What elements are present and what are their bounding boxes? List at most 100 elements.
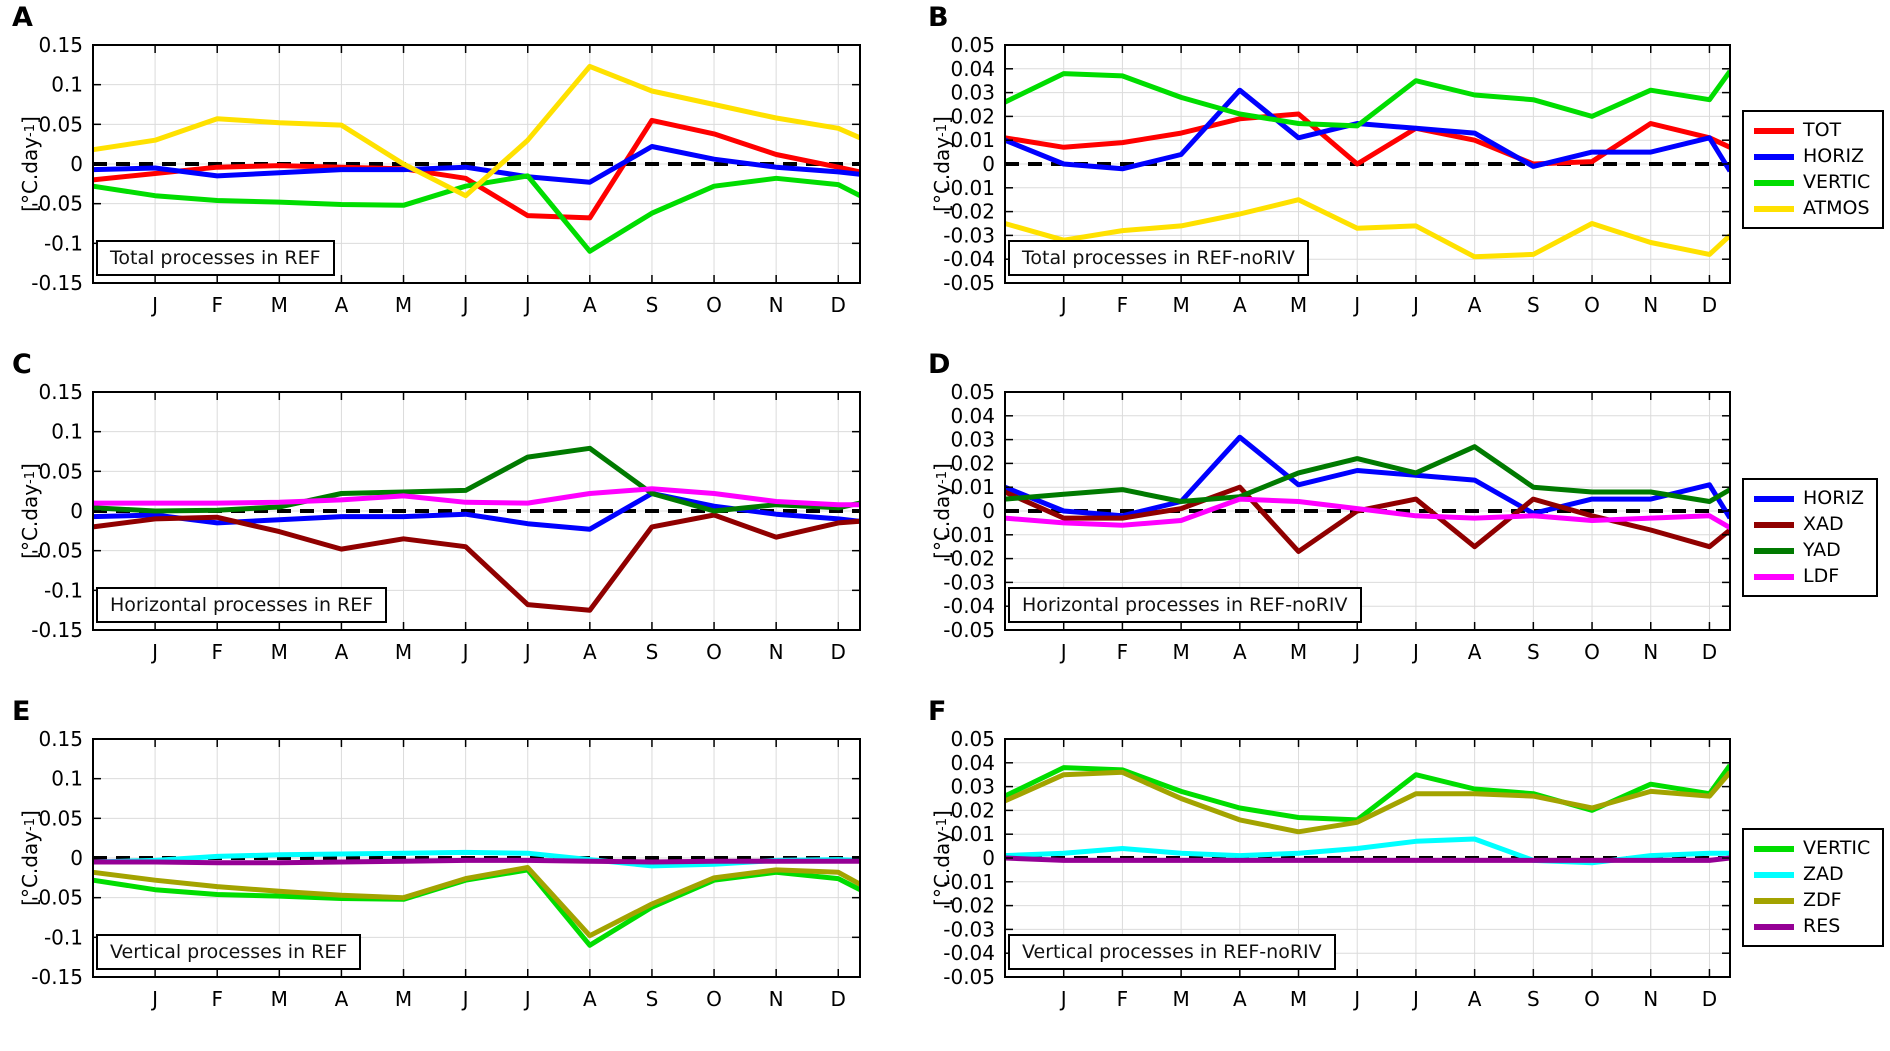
y-tick-label: -0.05 (31, 539, 83, 563)
series-yad-panel-D (1004, 444, 1731, 504)
x-tick-label: A (1468, 987, 1482, 1011)
x-tick-label: J (1411, 987, 1419, 1011)
y-tick-label: 0.05 (38, 459, 83, 483)
x-tick-label: F (1117, 640, 1129, 664)
y-tick-label: -0.15 (31, 271, 83, 295)
series-ldf-panel-C (93, 486, 860, 508)
legend-swatch-vertic (1754, 179, 1794, 186)
y-tick-label: -0.1 (44, 925, 83, 949)
series-horiz-panel-B (1004, 87, 1731, 173)
y-tick-label: -0.04 (943, 247, 995, 271)
y-tick-label: 0.02 (950, 451, 995, 475)
x-tick-label: N (1643, 640, 1658, 664)
legend-label-res: RES (1803, 915, 1841, 937)
y-tick-label: 0 (70, 846, 83, 870)
y-tick-label: -0.05 (943, 271, 995, 295)
x-tick-label: J (1352, 640, 1360, 664)
x-tick-label: J (150, 293, 158, 317)
x-tick-label: N (769, 640, 784, 664)
y-tick-label: 0.15 (38, 33, 83, 57)
y-tick-label: 0.05 (950, 33, 995, 57)
y-tick-label: 0 (982, 152, 995, 176)
y-tick-label: 0.01 (950, 475, 995, 499)
x-tick-label: A (1468, 640, 1482, 664)
y-tick-label: -0.02 (943, 894, 995, 918)
x-tick-label: A (583, 640, 597, 664)
plot-title-d: Horizontal processes in REF-noRIV (1008, 587, 1362, 623)
legend-swatch-atmos (1754, 205, 1794, 212)
x-tick-label: J (1059, 640, 1067, 664)
x-tick-label: J (523, 987, 531, 1011)
x-tick-label: D (1702, 987, 1717, 1011)
legend-swatch-tot (1754, 127, 1794, 134)
y-tick-label: -0.05 (943, 618, 995, 642)
y-axis-label-b: [°C.day -1] (930, 116, 954, 212)
x-tick-label: F (1117, 293, 1129, 317)
x-tick-label: S (646, 293, 659, 317)
y-tick-label: 0.05 (950, 380, 995, 404)
series-zdf-panel-F (1004, 769, 1731, 835)
x-tick-label: M (1172, 640, 1189, 664)
tick-marks (1005, 44, 1730, 284)
x-tick-label: D (831, 293, 846, 317)
series-vertic-panel-B (1004, 69, 1731, 129)
series-zdf-panel-E (92, 865, 861, 939)
series-vertic-panel-F (1004, 763, 1731, 823)
legend-label-tot: TOT (1803, 119, 1842, 141)
tick-marks (1005, 738, 1730, 978)
x-tick-label: N (769, 293, 784, 317)
y-tick-label: 0.04 (950, 57, 995, 81)
legend-b: TOT HORIZ VERTIC ATMOS (1742, 110, 1885, 229)
x-tick-label: M (395, 987, 412, 1011)
x-tick-label: S (1527, 293, 1540, 317)
x-tick-label: J (150, 640, 158, 664)
x-tick-label: S (646, 640, 659, 664)
legend-label-vertic: VERTIC (1803, 837, 1871, 859)
y-tick-label: -0.05 (943, 965, 995, 989)
legend-label-horiz: HORIZ (1803, 145, 1865, 167)
y-tick-label: 0.1 (51, 420, 83, 444)
x-tick-label: J (1411, 293, 1419, 317)
panel-letter-b: B (928, 2, 949, 33)
y-tick-label: -0.01 (943, 176, 995, 200)
series-xad-panel-C (92, 512, 861, 613)
plot-title-a: Total processes in REF (96, 240, 335, 276)
x-tick-label: F (211, 293, 223, 317)
x-tick-label: M (1290, 293, 1307, 317)
legend-d: HORIZ XAD YAD LDF (1742, 478, 1879, 597)
x-tick-label: M (1290, 640, 1307, 664)
legend-label-vertic: VERTIC (1803, 171, 1871, 193)
series-horiz-panel-D (1004, 434, 1731, 520)
legend-item-xad: XAD (1754, 515, 1864, 534)
legend-swatch-horiz (1754, 153, 1794, 160)
y-tick-label: 0.03 (950, 81, 995, 105)
y-tick-label: 0.03 (950, 775, 995, 799)
y-tick-label: -0.15 (31, 965, 83, 989)
panel-letter-e: E (12, 696, 31, 727)
legend-swatch-yad (1754, 547, 1794, 554)
x-tick-label: S (646, 987, 659, 1011)
series-atmos-panel-A (92, 63, 861, 199)
x-tick-label: D (1702, 293, 1717, 317)
series-xad-panel-D (1004, 484, 1731, 554)
x-tick-label: A (335, 987, 349, 1011)
x-tick-label: J (523, 293, 531, 317)
x-tick-label: M (1290, 987, 1307, 1011)
x-tick-label: M (395, 293, 412, 317)
x-tick-label: J (461, 293, 469, 317)
x-tick-label: O (1584, 640, 1600, 664)
y-tick-label: 0.1 (51, 73, 83, 97)
x-tick-label: S (1527, 640, 1540, 664)
y-tick-label: 0.02 (950, 798, 995, 822)
tick-marks (93, 738, 860, 978)
legend-item-vertic: VERTIC (1754, 839, 1870, 858)
y-tick-label: 0.05 (38, 112, 83, 136)
x-tick-label: A (335, 293, 349, 317)
y-axis-label-e: [°C.day -1] (18, 810, 42, 906)
x-tick-label: F (1117, 987, 1129, 1011)
x-tick-label: O (706, 293, 722, 317)
x-tick-label: M (271, 987, 288, 1011)
legend-item-horiz: HORIZ (1754, 147, 1870, 166)
legend-item-yad: YAD (1754, 541, 1864, 560)
